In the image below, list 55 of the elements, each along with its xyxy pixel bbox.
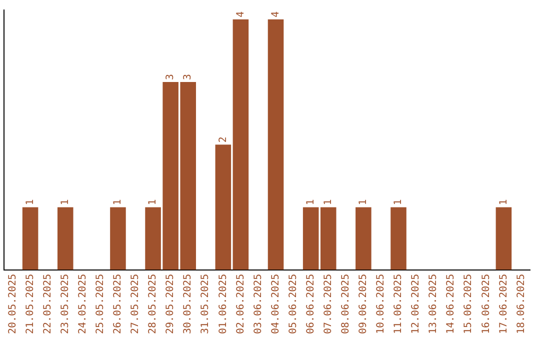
x-tick-label: 30.05.2025 — [182, 274, 194, 334]
x-tick-label: 15.06.2025 — [463, 274, 474, 334]
x-tick-label: 31.05.2025 — [200, 274, 212, 334]
x-tick-label: 25.05.2025 — [95, 274, 106, 334]
bar — [215, 144, 232, 270]
x-tick-label: 29.05.2025 — [165, 274, 176, 334]
x-tick-label: 26.05.2025 — [112, 274, 124, 334]
data-label: 1 — [305, 199, 316, 206]
data-label: 1 — [60, 199, 71, 206]
x-tick-label: 27.05.2025 — [130, 274, 142, 334]
data-label: 3 — [165, 74, 176, 80]
bar — [390, 207, 406, 270]
data-label: 1 — [148, 199, 159, 206]
x-tick-label: 09.06.2025 — [358, 274, 370, 334]
data-label: 1 — [112, 199, 124, 206]
x-tick-label: 02.06.2025 — [235, 274, 246, 334]
x-tick-label: 23.05.2025 — [60, 274, 71, 334]
data-label: 4 — [235, 11, 246, 18]
x-tick-label: 22.05.2025 — [42, 274, 54, 334]
x-tick-label: 03.06.2025 — [252, 274, 264, 334]
x-tick-label: 20.05.2025 — [7, 274, 18, 334]
bar — [320, 207, 336, 270]
x-tick-label: 21.05.2025 — [24, 274, 36, 334]
x-tick-label: 24.05.2025 — [77, 274, 88, 334]
x-tick-label: 28.05.2025 — [148, 274, 159, 334]
x-tick-label: 18.06.2025 — [516, 274, 527, 334]
x-tick-label: 11.06.2025 — [393, 274, 404, 334]
x-tick-label: 10.06.2025 — [376, 274, 387, 334]
data-label: 1 — [322, 199, 334, 206]
data-label: 1 — [24, 199, 36, 206]
bar — [232, 19, 249, 270]
data-label: 1 — [358, 199, 370, 206]
data-label: 2 — [218, 136, 229, 143]
x-tick-label: 07.06.2025 — [322, 274, 334, 334]
x-tick-label: 12.06.2025 — [410, 274, 422, 334]
x-tick-label: 06.06.2025 — [305, 274, 316, 334]
x-tick-label: 16.06.2025 — [480, 274, 492, 334]
bar — [356, 207, 372, 270]
data-label: 1 — [498, 199, 510, 206]
x-tick-label: 01.06.2025 — [218, 274, 229, 334]
x-tick-label: 14.06.2025 — [446, 274, 457, 334]
x-tick-label: 05.06.2025 — [288, 274, 299, 334]
bar — [22, 207, 38, 270]
x-tick-label: 04.06.2025 — [270, 274, 282, 334]
bar — [110, 207, 126, 270]
data-label: 4 — [270, 11, 282, 18]
bar — [496, 207, 512, 270]
bar — [302, 207, 319, 270]
data-label: 1 — [393, 199, 404, 206]
bar — [268, 19, 284, 270]
x-tick-label: 08.06.2025 — [340, 274, 352, 334]
x-tick-label: 13.06.2025 — [428, 274, 440, 334]
x-tick-label: 17.06.2025 — [498, 274, 510, 334]
bar — [57, 207, 74, 270]
data-label: 3 — [182, 74, 194, 80]
